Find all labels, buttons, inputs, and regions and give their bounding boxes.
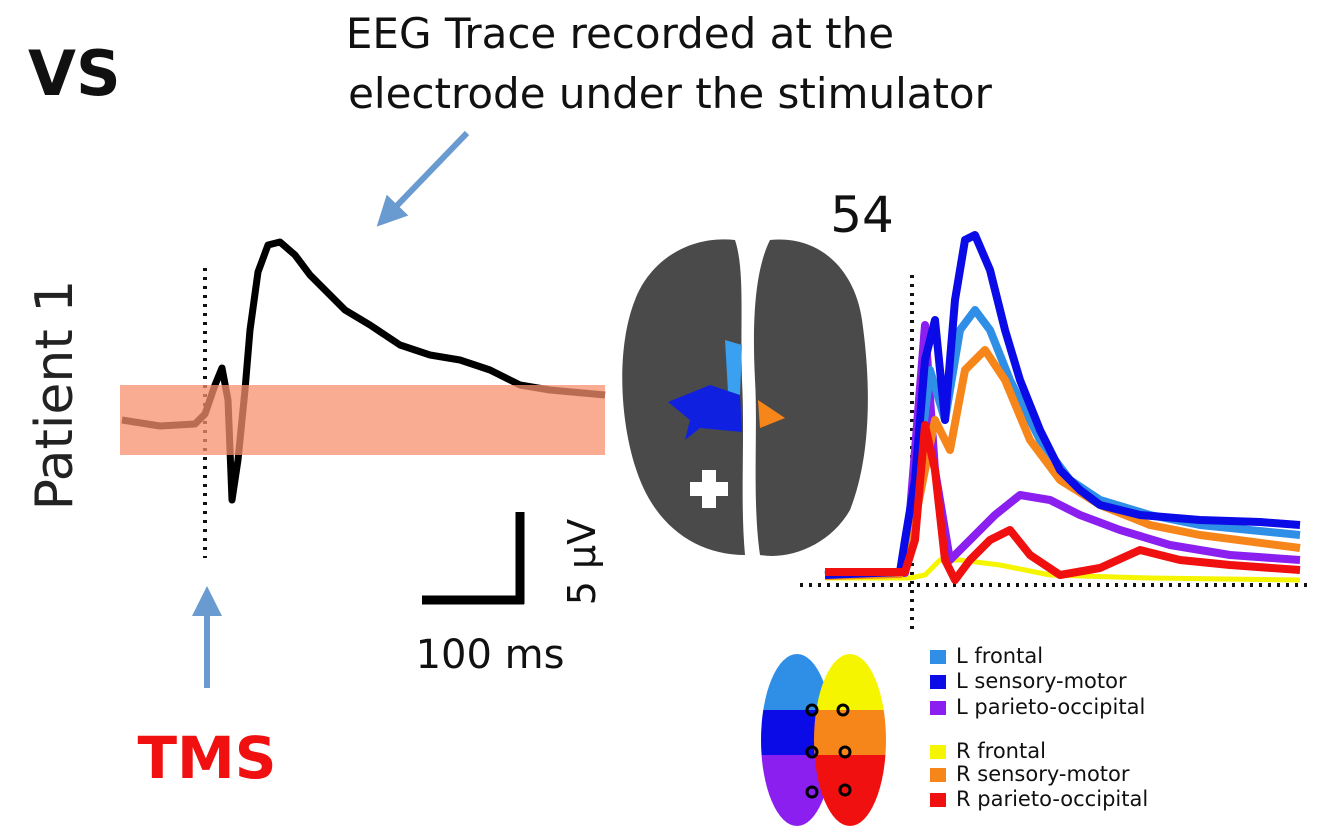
legend-swatch [930, 793, 946, 807]
legend-label: L parieto-occipital [956, 695, 1145, 719]
traces [824, 231, 1301, 584]
legend-swatch [930, 701, 946, 715]
scale-time: 100 ms [416, 632, 565, 678]
annotation-line: EEG Trace recorded at the [346, 9, 894, 58]
legend-swatch [930, 650, 946, 664]
brain-right [753, 239, 868, 556]
legend-swatch [930, 675, 946, 689]
scale-amplitude: 5 µV [560, 519, 604, 605]
annotation-arrow [376, 130, 470, 227]
row-label: Patient 1 [25, 280, 85, 511]
patch [725, 340, 742, 395]
legend-label: R sensory-motor [956, 762, 1130, 786]
legend-swatch [930, 745, 946, 759]
stimulus-label: TMS [137, 724, 276, 792]
stim-site [690, 470, 728, 508]
legend-label: R frontal [956, 739, 1046, 763]
patch [668, 385, 742, 440]
panel-number: 54 [830, 186, 894, 244]
annotation-line: electrode under the stimulator [348, 69, 993, 118]
trace [825, 421, 1301, 584]
electrodes [805, 703, 852, 799]
trace [824, 346, 1301, 580]
trace [825, 557, 1301, 583]
eeg-trace [121, 238, 606, 504]
mini-brain-right [814, 654, 886, 826]
legend-swatch [930, 768, 946, 782]
legend-label: L frontal [956, 644, 1043, 668]
baseline-band [120, 385, 605, 455]
header-label: VS [28, 37, 121, 110]
legend-label: R parieto-occipital [956, 787, 1148, 811]
trace [824, 231, 1301, 579]
legend-label: L sensory-motor [956, 669, 1127, 693]
patch [758, 400, 785, 428]
